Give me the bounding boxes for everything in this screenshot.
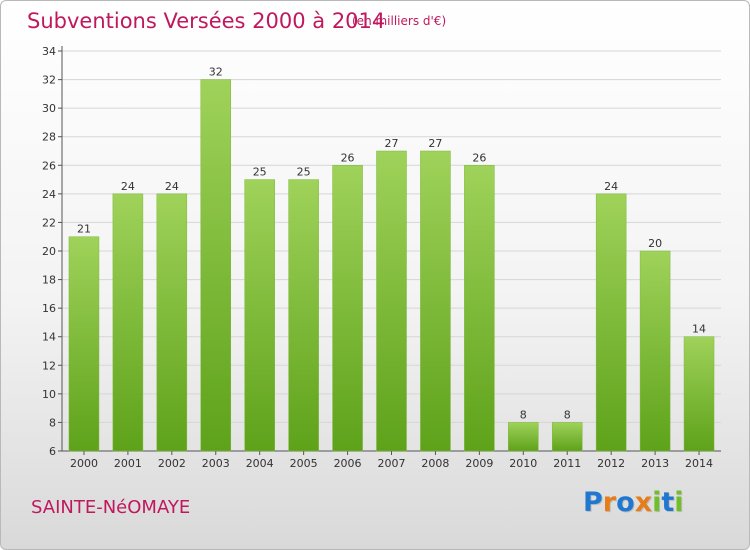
x-tick-label: 2004 (246, 457, 274, 470)
y-tick-label: 28 (42, 131, 56, 144)
data-label: 21 (77, 223, 91, 236)
bar (376, 150, 407, 452)
proxiti-logo[interactable]: Proxiti (583, 487, 684, 518)
data-label: 14 (692, 323, 706, 336)
bar (683, 336, 715, 452)
y-tick-label: 34 (42, 45, 56, 58)
data-label: 26 (472, 151, 486, 164)
x-tick-label: 2005 (290, 457, 318, 470)
data-labels: 21 24 24 32 25 25 26 27 27 26 8 8 24 20 14 (77, 66, 706, 422)
x-tick-label: 2002 (158, 457, 186, 470)
data-label: 26 (341, 151, 355, 164)
y-tick-label: 20 (42, 245, 56, 258)
logo-letter: o (616, 487, 635, 518)
y-tick-label: 6 (49, 445, 56, 458)
bar (200, 79, 232, 452)
x-tick-label: 2010 (509, 457, 537, 470)
y-tick-label: 30 (42, 102, 56, 115)
y-tick-label: 10 (42, 388, 56, 401)
logo-letter: i (674, 487, 684, 518)
bar (112, 193, 144, 452)
data-label: 8 (564, 408, 571, 421)
x-tick-label: 2011 (553, 457, 581, 470)
x-tick-label: 2007 (378, 457, 406, 470)
data-label: 24 (604, 180, 618, 193)
logo-letter: x (634, 487, 653, 518)
bar (332, 165, 363, 452)
x-tick-label: 2008 (421, 457, 449, 470)
x-tick-label: 2014 (685, 457, 713, 470)
bar (464, 165, 495, 452)
y-tick-label: 26 (42, 159, 56, 172)
y-tick-label: 32 (42, 74, 56, 87)
bar (639, 250, 671, 452)
bar (244, 179, 275, 452)
x-tick-label: 2003 (202, 457, 230, 470)
x-tick-label: 2001 (114, 457, 142, 470)
data-label: 27 (428, 137, 442, 150)
data-label: 25 (297, 166, 311, 179)
bar (551, 422, 583, 452)
logo-letter: t (661, 487, 675, 518)
bar (156, 193, 188, 452)
data-label: 24 (165, 180, 179, 193)
y-tick-label: 16 (42, 302, 56, 315)
bars (68, 79, 715, 452)
x-tick-label: 2013 (641, 457, 669, 470)
y-tick-label: 18 (42, 274, 56, 287)
data-label: 24 (121, 180, 135, 193)
y-tick-label: 24 (42, 188, 56, 201)
bar (288, 179, 319, 452)
axes: 6 8 10 12 14 16 18 20 22 24 26 28 30 32 34 2000 2001 2002… (42, 45, 721, 470)
chart-subtitle: (en milliers d'€) (352, 14, 447, 28)
bar (595, 193, 627, 452)
x-tick-label: 2006 (334, 457, 362, 470)
y-tick-label: 22 (42, 216, 56, 229)
data-label: 32 (209, 66, 223, 79)
logo-letter: i (652, 487, 662, 518)
x-tick-label: 2012 (597, 457, 625, 470)
logo-letter: r (602, 487, 617, 518)
logo-letter: P (583, 487, 603, 518)
y-tick-label: 14 (42, 331, 56, 344)
data-label: 20 (648, 237, 662, 250)
x-tick-label: 2009 (465, 457, 493, 470)
chart-title: Subventions Versées 2000 à 2014 (27, 9, 386, 33)
data-label: 8 (520, 408, 527, 421)
bar (420, 150, 451, 452)
data-label: 27 (385, 137, 399, 150)
data-label: 25 (253, 166, 267, 179)
y-tick-label: 12 (42, 359, 56, 372)
bar (68, 236, 100, 452)
bar (508, 422, 539, 452)
y-tick-label: 8 (49, 416, 56, 429)
x-tick-label: 2000 (70, 457, 98, 470)
commune-name: SAINTE-NéOMAYE (31, 497, 191, 518)
